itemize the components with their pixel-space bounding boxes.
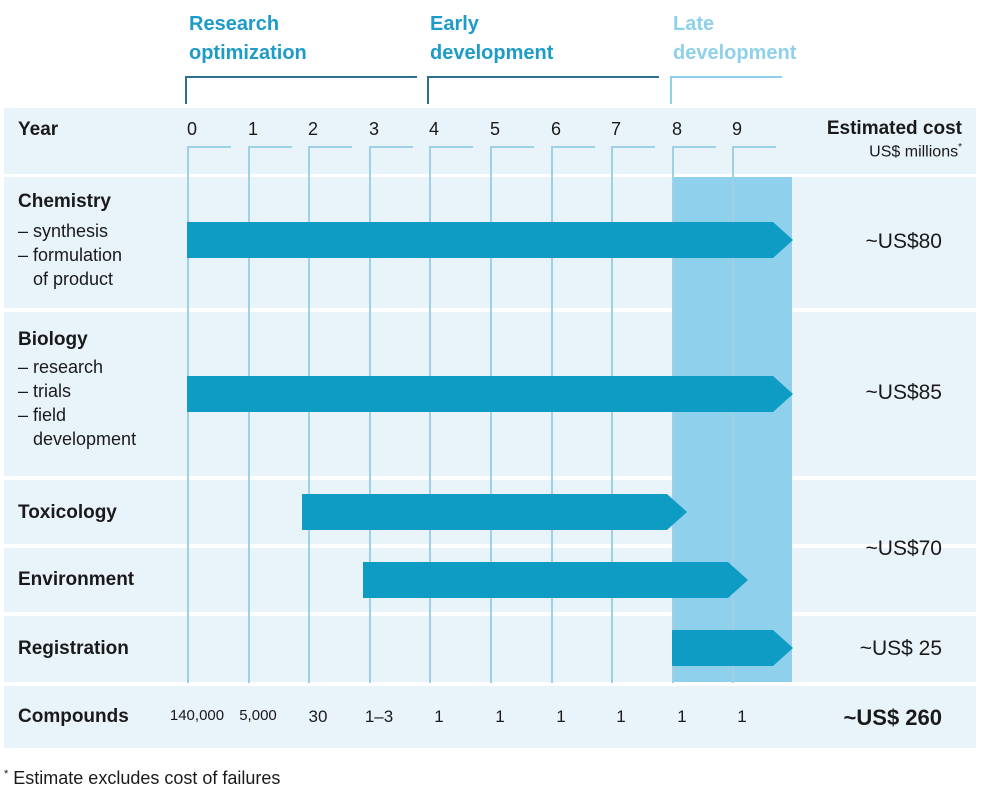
year-tick-2: 2 — [307, 119, 318, 139]
compounds-year-3: 1–3 — [364, 707, 394, 726]
year-tick-1: 1 — [247, 119, 258, 139]
compounds-year-5: 1 — [495, 707, 505, 726]
year-tick-9: 9 — [731, 119, 742, 139]
gridline-year-9 — [732, 146, 734, 683]
cost-header-title: Estimated cost — [826, 118, 962, 139]
compounds-year-8: 1 — [677, 707, 687, 726]
phase-early-label: Early development — [430, 10, 553, 68]
year-tick-6: 6 — [550, 119, 561, 139]
phase-research-bracket — [185, 76, 417, 104]
cost-header-unit-line: US$ millions* — [827, 142, 962, 161]
registration-cost: ~US$ 25 — [859, 637, 942, 660]
gridtick-year-2 — [308, 146, 352, 148]
registration-title: Registration — [18, 638, 129, 659]
footnote-text: Estimate excludes cost of failures — [8, 768, 281, 788]
cost-header-unit: US$ millions — [869, 143, 959, 161]
phase-early-bracket — [427, 76, 659, 104]
gridtick-year-6 — [551, 146, 595, 148]
gridtick-year-9 — [732, 146, 776, 148]
biology-cost: ~US$85 — [865, 381, 942, 404]
phase-research-line2: optimization — [189, 42, 307, 64]
toxicology-title: Toxicology — [18, 502, 117, 523]
chemistry-title: Chemistry — [18, 191, 111, 212]
compounds-year-7: 1 — [616, 707, 626, 726]
gridtick-year-8 — [672, 146, 716, 148]
gridtick-year-1 — [248, 146, 292, 148]
gridline-year-5 — [490, 146, 492, 683]
environment-bar — [363, 562, 748, 598]
chemistry-cost: ~US$80 — [865, 230, 942, 253]
footnote-mark: * — [4, 768, 9, 780]
phase-late-line2: development — [673, 42, 797, 64]
phase-research-label: Research optimization — [189, 10, 307, 68]
biology-bar — [187, 376, 793, 412]
year-tick-8: 8 — [671, 119, 682, 139]
gridtick-year-0 — [187, 146, 231, 148]
gridtick-year-4 — [429, 146, 473, 148]
phase-late-line1: Late — [673, 13, 715, 35]
compounds-year-6: 1 — [556, 707, 566, 726]
biology-title: Biology — [18, 329, 88, 350]
phase-early-line1: Early — [430, 13, 479, 35]
gridline-year-3 — [369, 146, 371, 683]
gridtick-year-3 — [369, 146, 413, 148]
compounds-year-9: 1 — [737, 707, 747, 726]
chemistry-bar — [187, 222, 793, 258]
year-tick-0: 0 — [186, 119, 197, 139]
phase-late-label: Late development — [673, 10, 796, 68]
chemistry-subitems: – synthesis – formulation of product — [18, 221, 123, 289]
gridtick-year-7 — [611, 146, 655, 148]
phase-early-line2: development — [430, 42, 554, 64]
compounds-year-4: 1 — [434, 707, 444, 726]
compounds-band — [4, 686, 976, 748]
gridline-year-0 — [187, 146, 189, 683]
year-tick-3: 3 — [368, 119, 379, 139]
compounds-year-0: 140,000 — [169, 707, 225, 724]
cost-header: Estimated cost US$ millions* — [827, 118, 962, 161]
toxicology-bar — [302, 494, 687, 530]
gridline-year-1 — [248, 146, 250, 683]
registration-bar — [672, 630, 793, 666]
cost-header-unit-mark: * — [958, 142, 962, 153]
phase-late-bracket — [670, 76, 782, 104]
toxicology-environment-cost: ~US$70 — [865, 537, 942, 560]
gridline-year-4 — [429, 146, 431, 683]
total-cost: ~US$ 260 — [843, 705, 942, 730]
gridtick-year-5 — [490, 146, 534, 148]
year-tick-7: 7 — [610, 119, 621, 139]
phase-research-line1: Research — [189, 13, 280, 35]
biology-subitems: – research – trials – field development — [18, 357, 137, 449]
year-tick-5: 5 — [489, 119, 500, 139]
gridline-year-6 — [551, 146, 553, 683]
compounds-year-2: 30 — [308, 707, 328, 726]
gridline-year-8 — [672, 146, 674, 683]
gridline-year-7 — [611, 146, 613, 683]
compounds-title: Compounds — [18, 706, 129, 727]
compounds-year-1: 5,000 — [239, 707, 277, 724]
environment-title: Environment — [18, 569, 135, 590]
gridline-year-2 — [308, 146, 310, 683]
year-label: Year — [18, 119, 59, 140]
year-tick-4: 4 — [428, 119, 439, 139]
footnote: * Estimate excludes cost of failures — [4, 768, 280, 789]
